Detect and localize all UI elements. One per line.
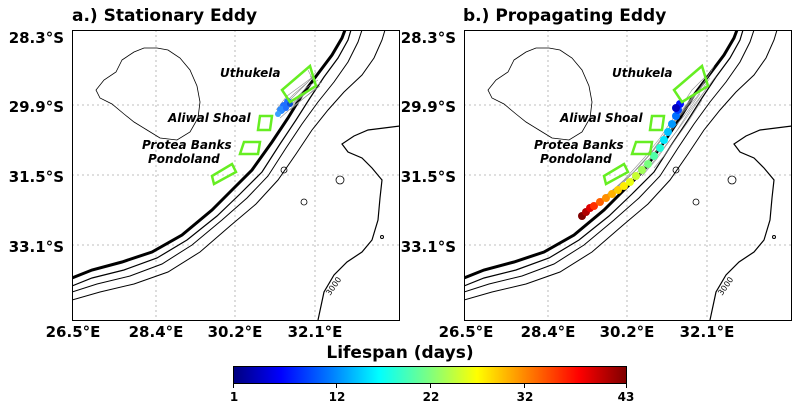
lat-label: 28.3°S bbox=[8, 29, 64, 47]
lat-label: 33.1°S bbox=[400, 238, 456, 256]
gridlines bbox=[464, 30, 792, 321]
lon-label: 26.5°E bbox=[45, 323, 101, 341]
colorbar-tick bbox=[524, 384, 525, 388]
lat-label: 31.5°S bbox=[400, 168, 456, 186]
lesotho-border bbox=[95, 47, 201, 141]
colorbar-tick-label: 43 bbox=[617, 390, 635, 404]
eddy-positions bbox=[578, 100, 684, 220]
lat-label: 33.1°S bbox=[8, 238, 64, 256]
colorbar-tick bbox=[336, 384, 337, 388]
region-boxes bbox=[210, 63, 318, 186]
colorbar-title: Lifespan (days) bbox=[326, 343, 474, 363]
map-panel-b: 3000 Uthukela Aliwal Shoal Protea Banks … bbox=[464, 30, 792, 321]
lon-label: 30.2°E bbox=[207, 323, 263, 341]
label-aliwal-shoal: Aliwal Shoal bbox=[559, 111, 644, 125]
lesotho-border bbox=[487, 47, 593, 141]
contour-label-3000: 3000 bbox=[324, 275, 343, 297]
colorbar-tick-label: 32 bbox=[516, 390, 534, 404]
lon-label: 26.5°E bbox=[438, 323, 494, 341]
lon-label: 28.4°E bbox=[128, 323, 184, 341]
lat-label: 29.9°S bbox=[400, 98, 456, 116]
label-protea-banks: Protea Banks bbox=[142, 138, 232, 152]
panel-a-title: a.) Stationary Eddy bbox=[72, 6, 258, 26]
colorbar-tick bbox=[430, 384, 431, 388]
panel-b-title: b.) Propagating Eddy bbox=[463, 6, 667, 26]
map-frame bbox=[72, 30, 400, 321]
region-boxes bbox=[602, 63, 710, 186]
label-pondoland: Pondoland bbox=[148, 152, 220, 166]
colorbar-tick-label: 22 bbox=[422, 390, 440, 404]
lon-label: 32.1°E bbox=[679, 323, 735, 341]
contour-label-3000: 3000 bbox=[716, 275, 735, 297]
label-protea-banks: Protea Banks bbox=[534, 138, 624, 152]
map-panel-a: 3000 Uthukela Aliwal Shoal Protea Banks … bbox=[72, 30, 400, 321]
label-uthukela: Uthukela bbox=[612, 66, 672, 80]
colorbar-tick-label: 12 bbox=[328, 390, 346, 404]
label-pondoland: Pondoland bbox=[540, 152, 612, 166]
colorbar-tick-label: 1 bbox=[229, 390, 239, 404]
lat-label: 31.5°S bbox=[8, 168, 64, 186]
label-uthukela: Uthukela bbox=[220, 66, 280, 80]
colorbar bbox=[233, 366, 627, 384]
label-aliwal-shoal: Aliwal Shoal bbox=[167, 111, 252, 125]
lat-label: 29.9°S bbox=[8, 98, 64, 116]
lon-label: 32.1°E bbox=[287, 323, 343, 341]
lon-label: 28.4°E bbox=[520, 323, 576, 341]
gridlines bbox=[72, 30, 400, 321]
map-frame bbox=[464, 30, 792, 321]
lat-label: 28.3°S bbox=[400, 29, 456, 47]
lon-label: 30.2°E bbox=[599, 323, 655, 341]
colorbar-tick bbox=[233, 384, 234, 388]
colorbar-tick bbox=[626, 384, 627, 388]
bathymetry-contours bbox=[72, 30, 400, 321]
